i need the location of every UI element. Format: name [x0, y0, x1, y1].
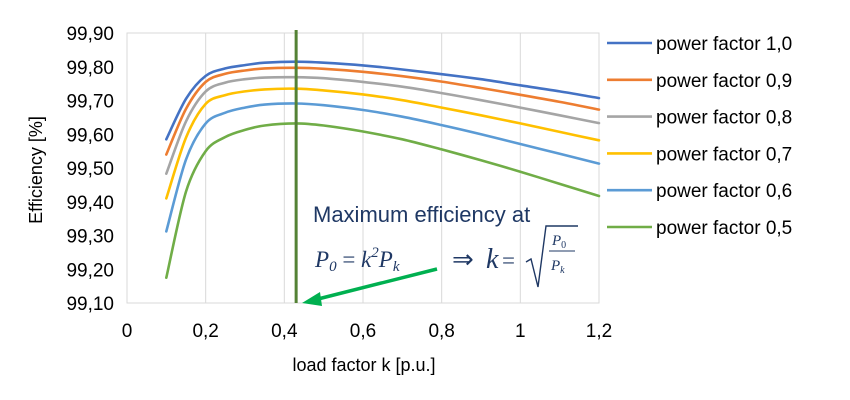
- formula-p0: P: [314, 247, 329, 272]
- sqrt-sign: [525, 225, 578, 288]
- series-lines: [165, 60, 601, 279]
- x-axis-title: load factor k [p.u.]: [292, 355, 435, 375]
- series-line-1: [165, 60, 601, 141]
- annotation-arrowhead: [302, 292, 322, 306]
- y-tick-label: 99,50: [66, 159, 114, 180]
- frac-den-sub: k: [560, 265, 565, 276]
- y-tick-label: 99,70: [66, 92, 114, 113]
- frac-den-p: P: [550, 258, 560, 274]
- series-line-5: [165, 102, 601, 233]
- annotation: Maximum efficiency at P0 = k2Pk ⇒ k = P0…: [302, 202, 578, 306]
- legend-item: power factor 0,8: [607, 108, 792, 129]
- legend-item: power factor 0,6: [607, 181, 792, 202]
- legend: power factor 1,0 power factor 0,9 power fa…: [607, 34, 792, 239]
- x-tick-label: 1: [515, 321, 526, 342]
- x-tick-label: 0,8: [428, 321, 454, 342]
- x-tick-label: 1,2: [586, 321, 612, 342]
- frac-num-sub: 0: [561, 240, 566, 251]
- formula-p0-sub: 0: [329, 259, 337, 275]
- annotation-arrow: [317, 267, 438, 301]
- legend-label: power factor 0,6: [656, 181, 792, 202]
- x-tick-label: 0: [122, 321, 133, 342]
- legend-label: power factor 1,0: [656, 34, 792, 55]
- series-line-2: [165, 66, 601, 156]
- series-line-4: [165, 87, 601, 200]
- svg-text:P0 = k2Pk: P0 = k2Pk: [314, 245, 400, 275]
- legend-item: power factor 0,7: [607, 144, 792, 165]
- x-tick-labels: 0 0,2 0,4 0,6 0,8 1 1,2: [122, 321, 613, 342]
- y-axis-title: Efficiency [%]: [26, 116, 46, 224]
- legend-item: power factor 0,9: [607, 71, 792, 92]
- svg-text:Pk: Pk: [550, 258, 565, 276]
- x-tick-label: 0,6: [350, 321, 376, 342]
- legend-label: power factor 0,8: [656, 108, 792, 129]
- legend-label: power factor 0,9: [656, 71, 792, 92]
- formula-pk-sub: k: [393, 259, 400, 275]
- series-line-3: [165, 75, 601, 175]
- y-tick-label: 99,80: [66, 58, 114, 79]
- legend-label: power factor 0,7: [656, 144, 792, 165]
- formula-pk: P: [378, 247, 393, 272]
- y-tick-labels: 99,10 99,20 99,30 99,40 99,50 99,60 99,70 99,80…: [66, 24, 114, 315]
- formula-k-result: k: [486, 244, 499, 275]
- series-line-6: [165, 122, 601, 279]
- x-tick-label: 0,2: [192, 321, 218, 342]
- annotation-title: Maximum efficiency at: [313, 202, 530, 227]
- svg-text:P0: P0: [551, 233, 566, 251]
- x-tick-label: 0,4: [271, 321, 298, 342]
- y-tick-label: 99,10: [66, 294, 114, 315]
- legend-item: power factor 0,5: [607, 218, 792, 239]
- y-tick-label: 99,20: [66, 260, 114, 281]
- y-tick-label: 99,60: [66, 125, 114, 146]
- legend-item: power factor 1,0: [607, 34, 792, 55]
- formula-equals: =: [337, 247, 361, 272]
- y-tick-label: 99,90: [66, 24, 114, 45]
- formula-k: k: [361, 247, 372, 272]
- formula-implies: ⇒: [452, 244, 474, 274]
- formula-equals-2: =: [502, 248, 515, 273]
- formula-k-sup: 2: [371, 245, 379, 261]
- y-tick-label: 99,40: [66, 193, 114, 214]
- frac-num-p: P: [551, 233, 561, 249]
- annotation-formula: P0 = k2Pk ⇒ k = P0 Pk: [314, 225, 578, 288]
- legend-label: power factor 0,5: [656, 218, 792, 239]
- y-tick-label: 99,30: [66, 227, 114, 248]
